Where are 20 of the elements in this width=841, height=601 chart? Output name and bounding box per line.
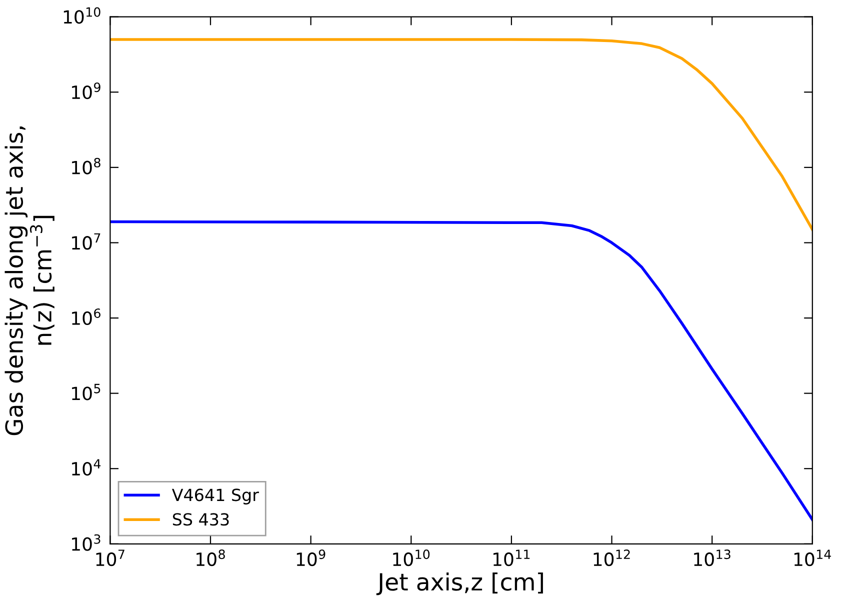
x-tick-label: 10$^{14}$: [794, 550, 831, 566]
y-tick-label: 10$^{4}$: [72, 459, 101, 476]
x-axis-title: Jet axis,z [cm]: [376, 572, 543, 596]
legend-label: SS 433: [172, 513, 229, 526]
y-tick-label: 10$^{10}$: [64, 7, 100, 24]
x-tick-label: 10$^{9}$: [296, 550, 326, 566]
y-tick-label: 10$^{6}$: [72, 308, 100, 325]
y-axis-title: Gas density along jet axis, n(z) [cm$^{−3}$]: [4, 126, 54, 436]
x-tick-label: 10$^{7}$: [96, 550, 124, 566]
y-tick-label: 10$^{9}$: [72, 82, 100, 100]
x-tick-label: 10$^{10}$: [393, 550, 430, 566]
legend-label: V4641 Sgr: [172, 488, 259, 504]
y-tick-label: 10$^{5}$: [72, 384, 100, 400]
x-tick-label: 10$^{11}$: [493, 550, 530, 566]
y-tick-label: 10$^{7}$: [72, 233, 100, 250]
x-tick-label: 10$^{8}$: [196, 550, 225, 566]
y-tick-label: 10$^{3}$: [72, 534, 100, 551]
x-tick-label: 10$^{13}$: [694, 550, 730, 566]
x-tick-label: 10$^{12}$: [594, 550, 630, 566]
y-tick-label: 10$^{8}$: [72, 158, 100, 174]
